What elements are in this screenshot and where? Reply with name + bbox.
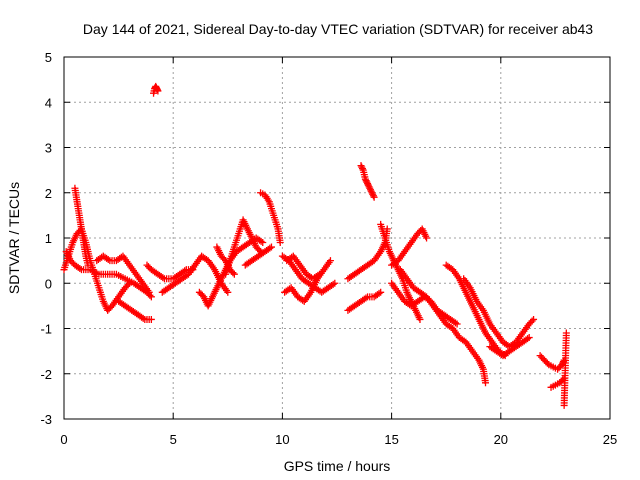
- data-point: [358, 163, 366, 171]
- y-tick-label: 3: [45, 141, 52, 156]
- data-point: [316, 270, 324, 278]
- data-point: [525, 334, 533, 342]
- plot-frame: [63, 56, 611, 420]
- data-point: [451, 319, 459, 327]
- y-tick-label: -1: [40, 322, 52, 337]
- data-point: [364, 181, 372, 189]
- data-point: [255, 246, 263, 254]
- data-points: [60, 82, 570, 409]
- data-point: [267, 243, 275, 251]
- x-tick-label: 15: [384, 432, 398, 447]
- data-point: [326, 257, 334, 265]
- x-axis: 0 5 10 15 20 25: [60, 57, 617, 447]
- data-point: [147, 293, 155, 301]
- data-point: [416, 315, 424, 323]
- x-tick-label: 5: [170, 432, 177, 447]
- data-point: [259, 239, 267, 247]
- data-point: [375, 289, 383, 297]
- x-tick-label: 20: [494, 432, 508, 447]
- y-tick-label: 4: [45, 95, 52, 110]
- y-axis-label: SDTVAR / TECUs: [6, 182, 22, 294]
- data-point: [147, 315, 155, 323]
- data-point: [146, 291, 154, 299]
- data-point: [367, 187, 375, 195]
- data-point: [562, 329, 570, 337]
- x-tick-label: 0: [60, 432, 67, 447]
- data-point: [124, 281, 132, 289]
- data-point: [139, 314, 147, 322]
- data-point: [276, 239, 284, 247]
- data-point: [154, 87, 162, 95]
- y-tick-label: 1: [45, 231, 52, 246]
- chart-title: Day 144 of 2021, Sidereal Day-to-day VTE…: [83, 21, 593, 37]
- data-point: [528, 317, 536, 325]
- x-axis-label: GPS time / hours: [284, 458, 391, 474]
- data-point: [257, 237, 265, 245]
- data-point: [368, 189, 376, 197]
- y-tick-label: -3: [40, 412, 52, 427]
- grid: [64, 57, 610, 419]
- data-point: [76, 265, 84, 273]
- data-point: [524, 335, 532, 343]
- data-point: [230, 270, 238, 278]
- data-point: [104, 255, 112, 263]
- y-tick-label: 5: [45, 50, 52, 65]
- data-point: [482, 379, 490, 387]
- data-point: [363, 178, 371, 186]
- data-point: [365, 183, 373, 191]
- data-point: [159, 274, 167, 282]
- y-tick-label: 0: [45, 276, 52, 291]
- x-tick-label: 10: [275, 432, 289, 447]
- y-tick-label: 2: [45, 186, 52, 201]
- data-point: [362, 294, 370, 302]
- data-point: [530, 315, 538, 323]
- data-point: [266, 244, 274, 252]
- data-point: [370, 193, 378, 201]
- data-point: [224, 288, 232, 296]
- data-point: [369, 192, 377, 200]
- x-tick-label: 25: [603, 432, 617, 447]
- data-point: [369, 190, 377, 198]
- data-point: [377, 288, 385, 296]
- data-point: [364, 180, 372, 188]
- data-point: [366, 186, 374, 194]
- data-point: [229, 269, 237, 277]
- data-point: [453, 320, 461, 328]
- data-point: [145, 288, 153, 296]
- data-point: [314, 271, 322, 279]
- y-axis: -3 -2 -1 0 1 2 3 4 5: [40, 50, 610, 427]
- data-point: [423, 234, 431, 242]
- data-point: [331, 279, 339, 287]
- data-point: [329, 280, 337, 288]
- y-tick-label: -2: [40, 367, 52, 382]
- data-point: [357, 162, 365, 170]
- data-point: [366, 184, 374, 192]
- data-point: [543, 359, 551, 367]
- data-point: [361, 175, 369, 183]
- data-point: [362, 177, 370, 185]
- data-point: [358, 165, 366, 173]
